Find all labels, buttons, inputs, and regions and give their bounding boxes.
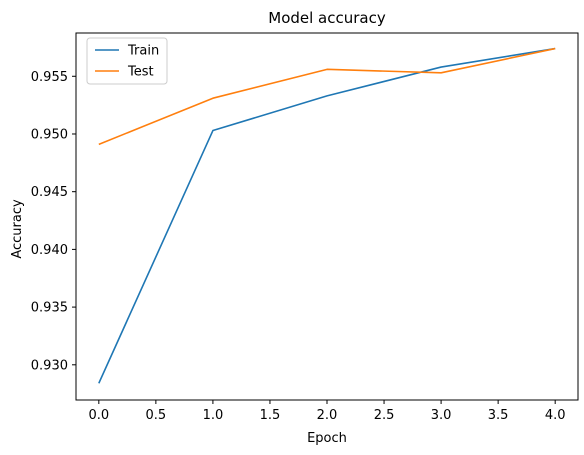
x-tick-label: 0.5	[146, 408, 167, 423]
y-tick-label: 0.955	[31, 70, 68, 85]
legend-label-test: Test	[127, 65, 154, 80]
y-tick-label: 0.950	[31, 127, 68, 142]
y-tick-label: 0.930	[31, 358, 68, 373]
x-axis: 0.0 0.5 1.0 1.5 2.0 2.5 3.0 3.5 4.0	[88, 400, 566, 423]
axes-frame	[75, 32, 579, 401]
x-tick-label: 2.0	[317, 408, 338, 423]
y-tick-label: 0.940	[31, 243, 68, 258]
y-tick-label: 0.935	[31, 301, 68, 316]
legend: Train Test	[86, 37, 168, 85]
x-tick-label: 0.0	[88, 408, 109, 423]
x-tick-label: 3.0	[431, 408, 452, 423]
x-tick-label: 2.5	[374, 408, 395, 423]
y-axis-label: Accuracy	[10, 199, 25, 259]
y-axis: 0.930 0.935 0.940 0.945 0.950 0.955	[31, 70, 76, 373]
x-tick-label: 1.0	[203, 408, 224, 423]
series-line-train	[98, 47, 556, 384]
x-tick-label: 3.5	[488, 408, 509, 423]
x-tick-label: 4.0	[545, 408, 566, 423]
x-tick-label: 1.5	[260, 408, 281, 423]
legend-label-train: Train	[127, 44, 159, 59]
x-axis-label: Epoch	[307, 431, 347, 446]
y-tick-label: 0.945	[31, 185, 68, 200]
chart-title: Model accuracy	[268, 9, 386, 27]
plot-area	[75, 32, 579, 401]
series-line-test	[98, 47, 556, 146]
